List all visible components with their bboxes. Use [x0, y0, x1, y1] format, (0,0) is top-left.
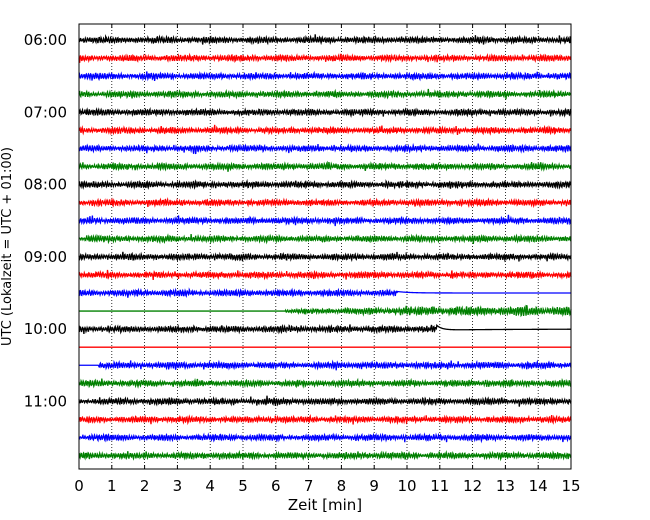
trace-0615 — [78, 52, 572, 64]
trace-0745 — [78, 160, 572, 172]
traces — [78, 34, 572, 462]
trace-0815 — [78, 197, 572, 209]
trace-0600 — [78, 34, 572, 46]
trace-1045 — [78, 377, 572, 389]
y-tick-label: 10:00 — [24, 320, 67, 338]
trace-0930 — [78, 287, 571, 299]
trace-0830 — [78, 214, 572, 227]
y-tick-label: 09:00 — [24, 248, 67, 266]
y-axis: 06:00 07:00 08:00 09:00 10:00 11:00 — [24, 31, 571, 410]
trace-1030 — [79, 359, 572, 371]
trace-1115 — [78, 413, 572, 426]
trace-1145 — [78, 449, 572, 462]
x-tick-label: 12 — [463, 477, 482, 495]
trace-0800 — [78, 178, 572, 190]
y-tick-label: 11:00 — [24, 392, 67, 410]
trace-0915 — [78, 269, 572, 281]
x-tick-label: 2 — [140, 477, 150, 495]
trace-1100 — [78, 395, 572, 407]
trace-0945 — [79, 304, 572, 318]
y-axis-label: UTC (Lokalzeit = UTC + 01:00) — [0, 147, 15, 346]
trace-0845 — [78, 233, 572, 245]
x-tick-label: 3 — [173, 477, 183, 495]
y-tick-label: 07:00 — [24, 103, 67, 121]
x-tick-label: 15 — [561, 477, 580, 495]
trace-0715 — [78, 124, 572, 136]
trace-0645 — [78, 88, 572, 100]
trace-0700 — [78, 107, 572, 119]
trace-1000 — [78, 323, 571, 335]
x-tick-label: 7 — [304, 477, 314, 495]
x-tick-label: 0 — [74, 477, 84, 495]
x-tick-label: 10 — [397, 477, 416, 495]
x-tick-label: 9 — [369, 477, 379, 495]
y-tick-label: 08:00 — [24, 176, 67, 194]
x-tick-label: 14 — [529, 477, 548, 495]
trace-0730 — [78, 142, 572, 155]
x-axis-label: Zeit [min] — [288, 496, 362, 514]
x-axis: 0 1 2 3 4 5 6 7 8 9 10 11 12 13 14 15 — [74, 24, 581, 495]
trace-0630 — [78, 70, 572, 82]
trace-0900 — [78, 251, 572, 263]
x-tick-label: 5 — [238, 477, 248, 495]
x-tick-label: 4 — [205, 477, 215, 495]
x-tick-label: 6 — [271, 477, 281, 495]
trace-1130 — [78, 432, 572, 444]
x-tick-label: 8 — [337, 477, 347, 495]
plot-frame — [78, 23, 572, 470]
x-tick-label: 13 — [496, 477, 515, 495]
y-tick-label: 06:00 — [24, 31, 67, 49]
grid — [111, 24, 539, 469]
x-tick-label: 1 — [107, 477, 117, 495]
x-tick-label: 11 — [430, 477, 449, 495]
